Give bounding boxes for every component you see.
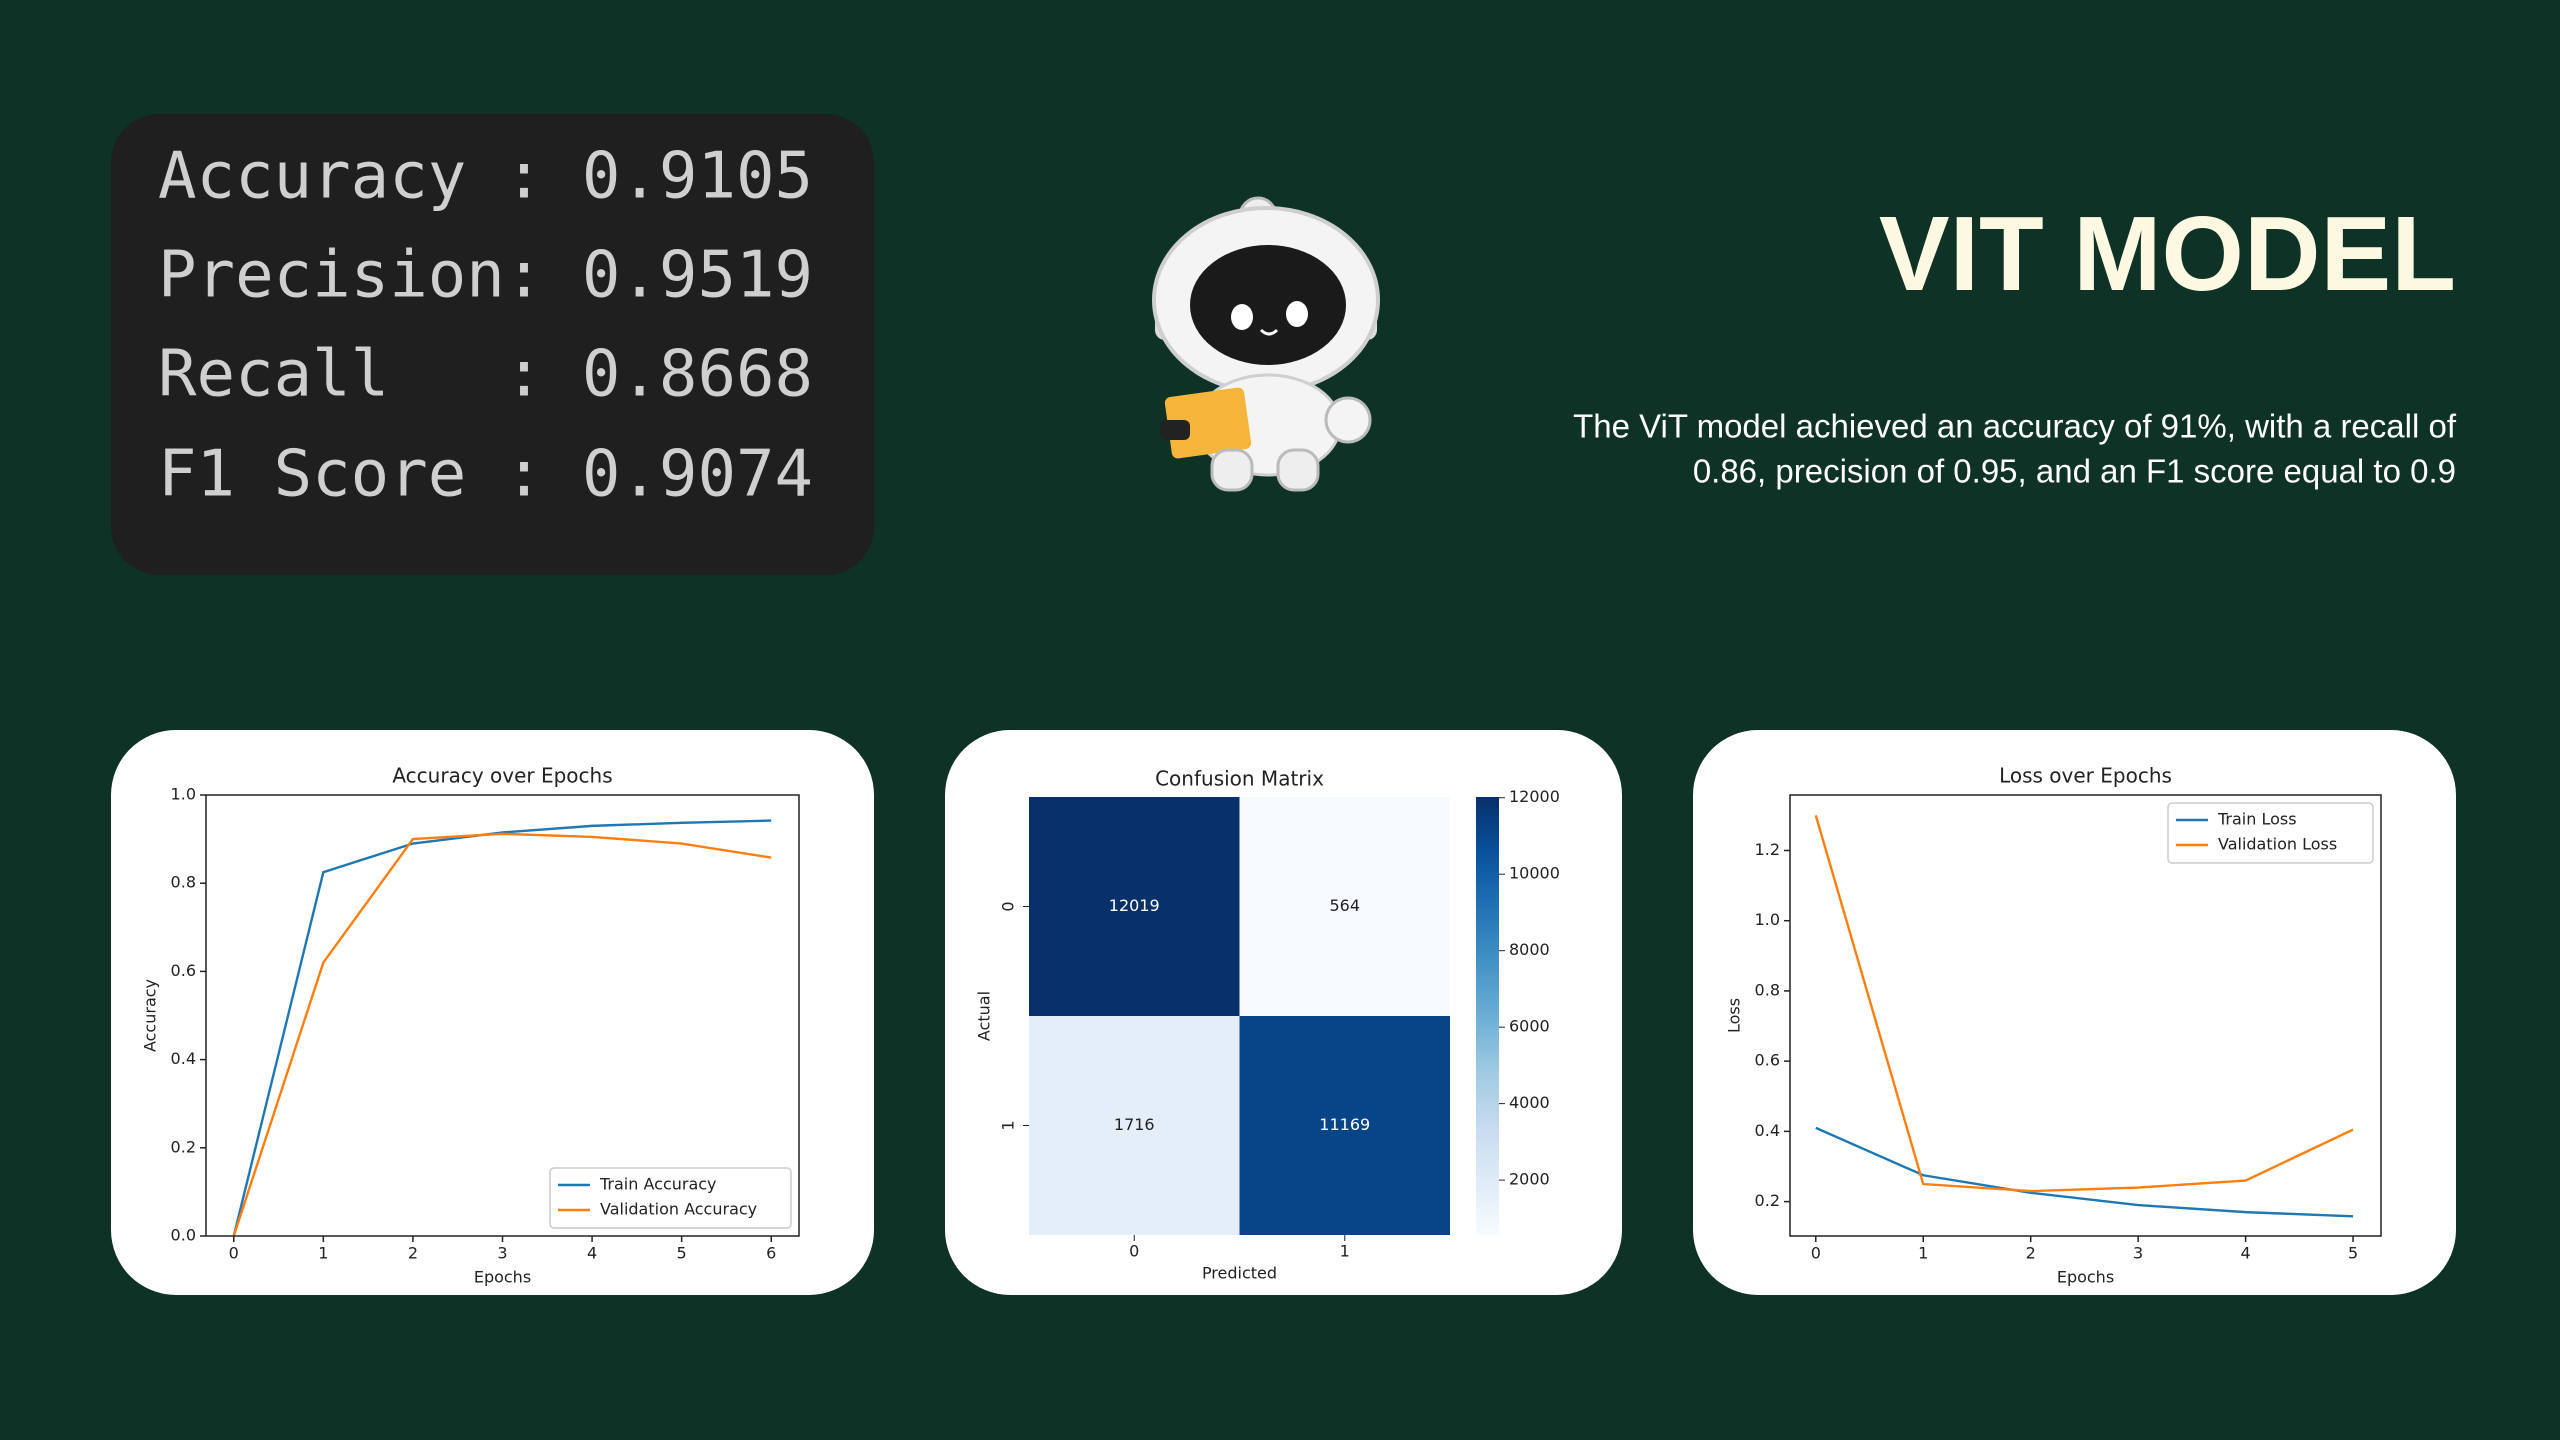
colorbar-tick-label: 12000 [1509, 787, 1560, 806]
y-tick-label: 0.4 [171, 1049, 196, 1068]
x-tick-label: 3 [497, 1244, 507, 1263]
colorbar-tick-label: 2000 [1509, 1170, 1550, 1189]
y-tick-label: 0.6 [171, 961, 196, 980]
legend-label: Train Accuracy [599, 1175, 717, 1194]
colorbar-tick-label: 10000 [1509, 864, 1560, 883]
y-tick-label: 1.0 [1755, 910, 1780, 929]
colorbar [1476, 797, 1499, 1235]
y-tick-label: 0.2 [1755, 1191, 1780, 1210]
y-tick-label: 1.0 [171, 785, 196, 804]
colorbar-tick-label: 8000 [1509, 940, 1550, 959]
heatmap-cell [1239, 1016, 1450, 1235]
data-line [232, 819, 772, 1237]
data-line [1814, 815, 2354, 1193]
plot-frame [205, 794, 800, 1237]
legend-label: Validation Accuracy [600, 1200, 757, 1219]
x-tick-label: 5 [2348, 1244, 2358, 1263]
y-tick-label: 0 [999, 901, 1018, 911]
metric-line: Precision: 0.9519 [158, 239, 813, 313]
x-tick-label: 1 [1918, 1244, 1928, 1263]
cell-label: 11169 [1319, 1115, 1370, 1134]
y-axis-label: Loss [1725, 998, 1744, 1033]
x-tick-label: 1 [1340, 1242, 1350, 1261]
chart-title: Loss over Epochs [1999, 764, 2172, 788]
data-line [1815, 1126, 2354, 1218]
y-axis-label: Accuracy [141, 979, 160, 1052]
x-tick-label: 4 [2241, 1244, 2251, 1263]
cell-label: 12019 [1109, 896, 1160, 915]
y-tick-label: 0.2 [171, 1137, 196, 1156]
x-tick-label: 4 [587, 1244, 597, 1263]
y-tick-label: 1 [999, 1120, 1018, 1130]
legend-label: Validation Loss [2218, 835, 2337, 854]
robot-icon [1152, 196, 1380, 492]
slide-title: VIT MODEL [1879, 195, 2456, 313]
chart-title: Accuracy over Epochs [392, 764, 612, 788]
x-tick-label: 0 [1811, 1244, 1821, 1263]
x-tick-label: 6 [766, 1244, 776, 1263]
x-axis-label: Epochs [474, 1268, 531, 1287]
metric-line: Accuracy : 0.9105 [158, 140, 813, 214]
y-tick-label: 0.8 [171, 873, 196, 892]
chart-card [1693, 730, 2456, 1295]
heatmap-cell [1239, 797, 1450, 1016]
legend-box [2167, 802, 2374, 864]
colorbar-tick-label: 6000 [1509, 1017, 1550, 1036]
x-tick-label: 0 [229, 1244, 239, 1263]
y-tick-label: 0.8 [1755, 980, 1780, 999]
heatmap-cell [1029, 1016, 1240, 1235]
x-axis-label: Epochs [2057, 1268, 2114, 1287]
description-line: The ViT model achieved an accuracy of 91… [1573, 408, 2457, 445]
y-tick-label: 1.2 [1755, 840, 1780, 859]
metric-line: F1 Score : 0.9074 [158, 438, 813, 512]
y-tick-label: 0.0 [171, 1226, 196, 1245]
description-line: 0.86, precision of 0.95, and an F1 score… [1693, 453, 2456, 490]
colorbar-tick-label: 4000 [1509, 1093, 1550, 1112]
y-tick-label: 0.6 [1755, 1051, 1780, 1070]
plot-frame [1789, 794, 2382, 1237]
legend-label: Train Loss [2217, 810, 2297, 829]
metrics-panel [111, 114, 874, 575]
cell-label: 564 [1329, 896, 1360, 915]
chart-card [111, 730, 874, 1295]
y-axis-label: Actual [975, 991, 994, 1041]
x-tick-label: 0 [1129, 1242, 1139, 1261]
chart-title: Confusion Matrix [1155, 767, 1324, 791]
x-tick-label: 5 [677, 1244, 687, 1263]
y-tick-label: 0.4 [1755, 1121, 1780, 1140]
x-tick-label: 2 [408, 1244, 418, 1263]
heatmap-cell [1029, 797, 1240, 1016]
x-axis-label: Predicted [1202, 1264, 1277, 1283]
cell-label: 1716 [1114, 1115, 1155, 1134]
x-tick-label: 1 [318, 1244, 328, 1263]
data-line [232, 832, 772, 1237]
legend-box [549, 1167, 792, 1229]
x-tick-label: 3 [2133, 1244, 2143, 1263]
metric-line: Recall : 0.8668 [158, 338, 813, 412]
x-tick-label: 2 [2026, 1244, 2036, 1263]
